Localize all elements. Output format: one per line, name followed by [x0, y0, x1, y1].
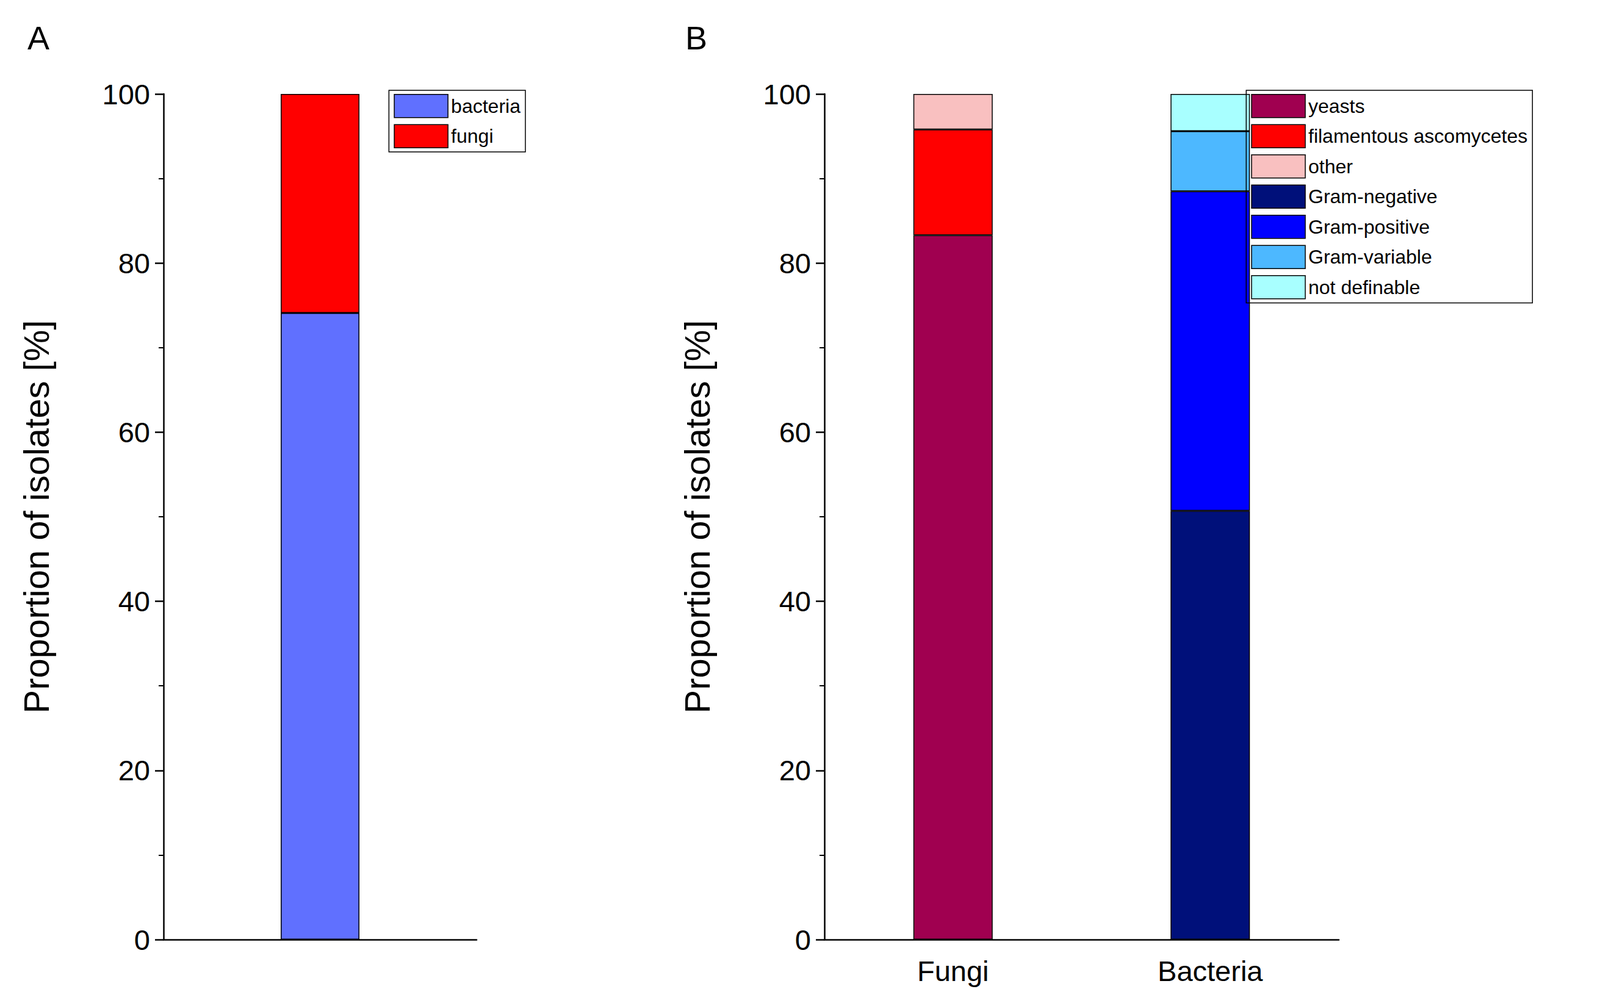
svg-text:20: 20 [779, 754, 811, 787]
svg-text:Gram-positive: Gram-positive [1308, 216, 1430, 238]
svg-text:40: 40 [779, 585, 811, 618]
svg-text:20: 20 [118, 754, 151, 787]
svg-text:60: 60 [118, 416, 151, 449]
svg-text:Gram-variable: Gram-variable [1308, 245, 1433, 268]
svg-text:Proportion of isolates [%]: Proportion of isolates [%] [677, 320, 718, 714]
svg-text:80: 80 [779, 247, 811, 280]
svg-text:other: other [1308, 155, 1353, 178]
svg-text:60: 60 [779, 416, 811, 449]
svg-text:100: 100 [763, 78, 811, 111]
svg-text:not definable: not definable [1308, 276, 1420, 299]
svg-text:filamentous ascomycetes: filamentous ascomycetes [1308, 125, 1528, 148]
svg-text:Proportion of isolates [%]: Proportion of isolates [%] [16, 320, 57, 714]
svg-text:80: 80 [118, 247, 151, 280]
svg-text:fungi: fungi [450, 125, 494, 148]
svg-text:Gram-negative: Gram-negative [1308, 185, 1438, 208]
svg-text:yeasts: yeasts [1308, 95, 1365, 118]
svg-text:40: 40 [118, 585, 151, 618]
svg-text:100: 100 [102, 78, 151, 111]
svg-text:0: 0 [795, 923, 811, 957]
svg-text:B: B [685, 19, 708, 57]
svg-text:bacteria: bacteria [450, 95, 521, 118]
svg-text:Bacteria: Bacteria [1157, 954, 1264, 988]
svg-text:Fungi: Fungi [917, 954, 990, 988]
svg-text:0: 0 [134, 923, 151, 957]
svg-text:A: A [27, 19, 50, 57]
